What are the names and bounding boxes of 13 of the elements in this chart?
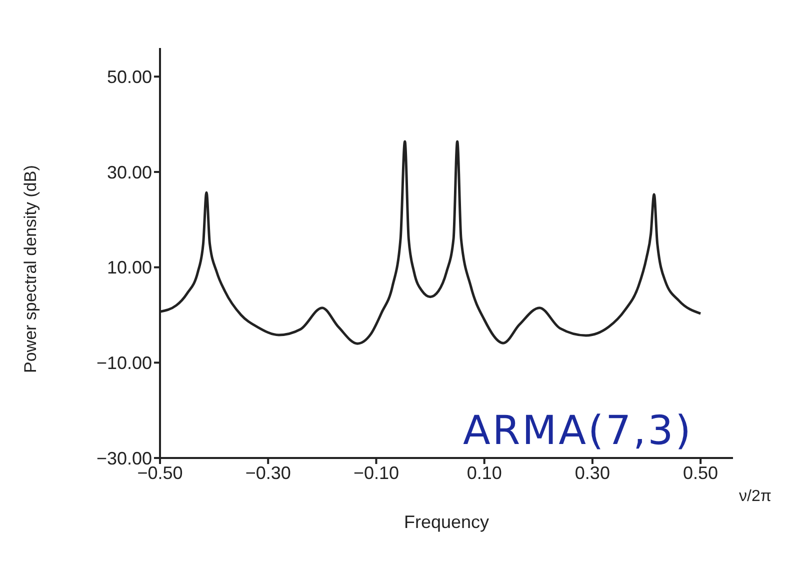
y-tick-label: 30.00 bbox=[106, 162, 152, 182]
text: ν/2π bbox=[739, 488, 772, 506]
x-tick-label: 0.50 bbox=[683, 462, 718, 483]
annotation: ARMA(7,3) bbox=[463, 408, 693, 454]
x-tick-label: 0.30 bbox=[574, 462, 610, 483]
y-tick-label: −10.00 bbox=[96, 353, 152, 374]
x-tick-label: −0.10 bbox=[353, 462, 399, 483]
y-tick-label: 50.00 bbox=[106, 66, 152, 87]
y-axis-title: Power spectral density (dB) bbox=[21, 165, 40, 373]
y-tick-label: 10.00 bbox=[106, 258, 152, 278]
x-axis-title: Frequency bbox=[404, 512, 490, 532]
x-tick-label: 0.10 bbox=[466, 462, 502, 483]
x-tick-label: −0.30 bbox=[245, 462, 291, 483]
